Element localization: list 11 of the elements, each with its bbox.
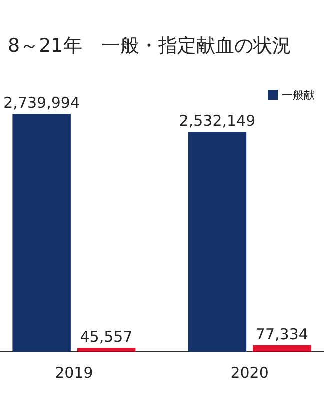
- data-label: 45,557: [80, 328, 133, 346]
- data-label: 77,334: [256, 325, 308, 344]
- bar: [188, 132, 247, 352]
- x-tick-label: 2019: [55, 364, 94, 382]
- x-tick-label: 2020: [230, 364, 269, 382]
- bar: [12, 114, 71, 352]
- data-label: 2,739,994: [4, 94, 80, 112]
- chart-title: 8～21年 一般・指定献血の状況: [8, 35, 292, 57]
- legend-label: 一般献: [282, 89, 315, 102]
- bar: [253, 345, 312, 352]
- data-label: 2,532,149: [179, 112, 256, 130]
